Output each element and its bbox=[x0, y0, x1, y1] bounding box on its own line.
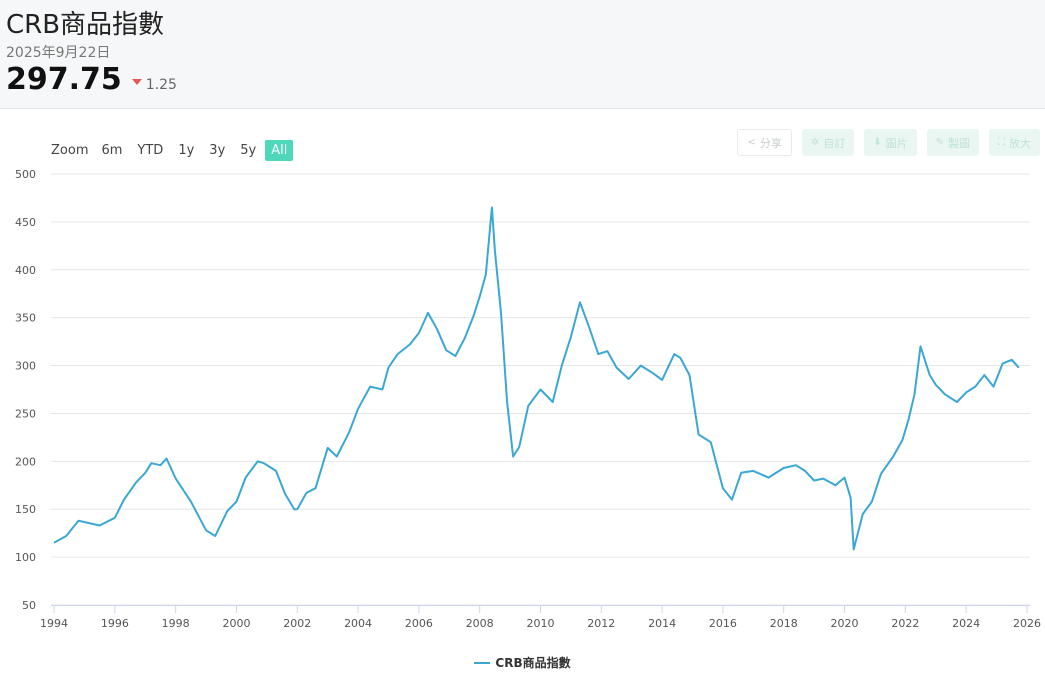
expand-button[interactable]: ⛶ 放大 bbox=[989, 129, 1040, 156]
draw-button[interactable]: ✎ 製圖 bbox=[926, 129, 979, 156]
image-button-label: 圖片 bbox=[885, 136, 908, 150]
legend-line-icon bbox=[474, 661, 491, 664]
range-button-3y[interactable]: 3y bbox=[209, 142, 226, 158]
x-tick-label: 2002 bbox=[283, 617, 311, 630]
range-button-ytd[interactable]: YTD bbox=[137, 142, 164, 158]
pencil-icon: ✎ bbox=[935, 137, 944, 148]
download-icon: ⬇ bbox=[873, 137, 882, 148]
series-line bbox=[53, 206, 1020, 551]
x-tick-label: 2012 bbox=[587, 617, 615, 630]
x-tick-label: 2026 bbox=[1013, 617, 1041, 630]
range-selector-label: Zoom bbox=[51, 142, 89, 158]
down-arrow-icon bbox=[131, 79, 142, 85]
quote-header: CRB商品指數 2025年9月22日 297.75 1.25 bbox=[0, 0, 1045, 109]
share-button[interactable]: < 分享 bbox=[737, 129, 792, 156]
range-button-6m[interactable]: 6m bbox=[101, 142, 123, 158]
share-icon: < bbox=[747, 137, 756, 148]
axis-layer: 50 100 150 200 250 300 350 400 450 500 1994 1996 199… bbox=[15, 168, 1041, 630]
y-tick-label: 350 bbox=[15, 312, 36, 325]
x-tick-label: 2006 bbox=[405, 617, 433, 630]
y-tick-label: 50 bbox=[22, 599, 36, 612]
y-tick-label: 400 bbox=[15, 264, 36, 277]
grid-layer bbox=[51, 173, 1030, 606]
y-tick-label: 150 bbox=[15, 503, 36, 516]
expand-icon: ⛶ bbox=[998, 137, 1005, 148]
share-button-label: 分享 bbox=[759, 136, 782, 150]
x-tick-label: 2022 bbox=[891, 617, 919, 630]
series-layer bbox=[53, 206, 1020, 551]
chart-toolbar: < 分享 ✲ 自訂 ⬇ 圖片 ✎ 製圖 ⛶ 放大 bbox=[727, 129, 1040, 156]
range-selector: Zoom 6m YTD 1y 3y 5y All bbox=[48, 139, 296, 161]
customize-button[interactable]: ✲ 自訂 bbox=[801, 129, 855, 156]
page-title: CRB商品指數 bbox=[6, 10, 165, 40]
chart-legend[interactable]: CRB商品指數 bbox=[0, 654, 1045, 671]
x-tick-label: 2014 bbox=[648, 617, 676, 630]
quote-date: 2025年9月22日 bbox=[6, 45, 111, 61]
price-change: 1.25 bbox=[145, 77, 177, 93]
legend-label: CRB商品指數 bbox=[495, 656, 571, 670]
customize-button-label: 自訂 bbox=[823, 136, 846, 150]
x-tick-label: 1994 bbox=[40, 617, 68, 630]
x-tick-label: 2000 bbox=[222, 617, 250, 630]
y-tick-label: 450 bbox=[15, 216, 36, 229]
y-tick-label: 500 bbox=[15, 168, 36, 181]
draw-button-label: 製圖 bbox=[948, 136, 970, 150]
range-button-1y[interactable]: 1y bbox=[178, 142, 195, 158]
x-tick-label: 1996 bbox=[101, 617, 129, 630]
y-tick-label: 200 bbox=[15, 455, 36, 468]
expand-button-label: 放大 bbox=[1009, 136, 1031, 150]
x-tick-label: 2010 bbox=[527, 617, 555, 630]
x-tick-label: 1998 bbox=[162, 617, 190, 630]
x-tick-label: 2008 bbox=[466, 617, 494, 630]
x-tick-label: 2004 bbox=[344, 617, 372, 630]
gear-icon: ✲ bbox=[810, 137, 820, 148]
x-tick-label: 2024 bbox=[952, 617, 980, 630]
y-tick-label: 250 bbox=[15, 407, 36, 420]
price-row: 297.75 1.25 bbox=[6, 62, 177, 97]
range-button-all[interactable]: All bbox=[265, 139, 294, 161]
range-button-5y[interactable]: 5y bbox=[240, 142, 257, 158]
x-tick-label: 2016 bbox=[709, 617, 737, 630]
x-tick-label: 2020 bbox=[831, 617, 859, 630]
y-tick-label: 100 bbox=[15, 551, 36, 564]
line-chart: 50 100 150 200 250 300 350 400 450 500 1994 1996 199… bbox=[15, 168, 1041, 630]
x-tick-label: 2018 bbox=[770, 617, 798, 630]
y-tick-label: 300 bbox=[15, 360, 36, 373]
current-price: 297.75 bbox=[6, 62, 122, 97]
image-button[interactable]: ⬇ 圖片 bbox=[864, 129, 917, 156]
